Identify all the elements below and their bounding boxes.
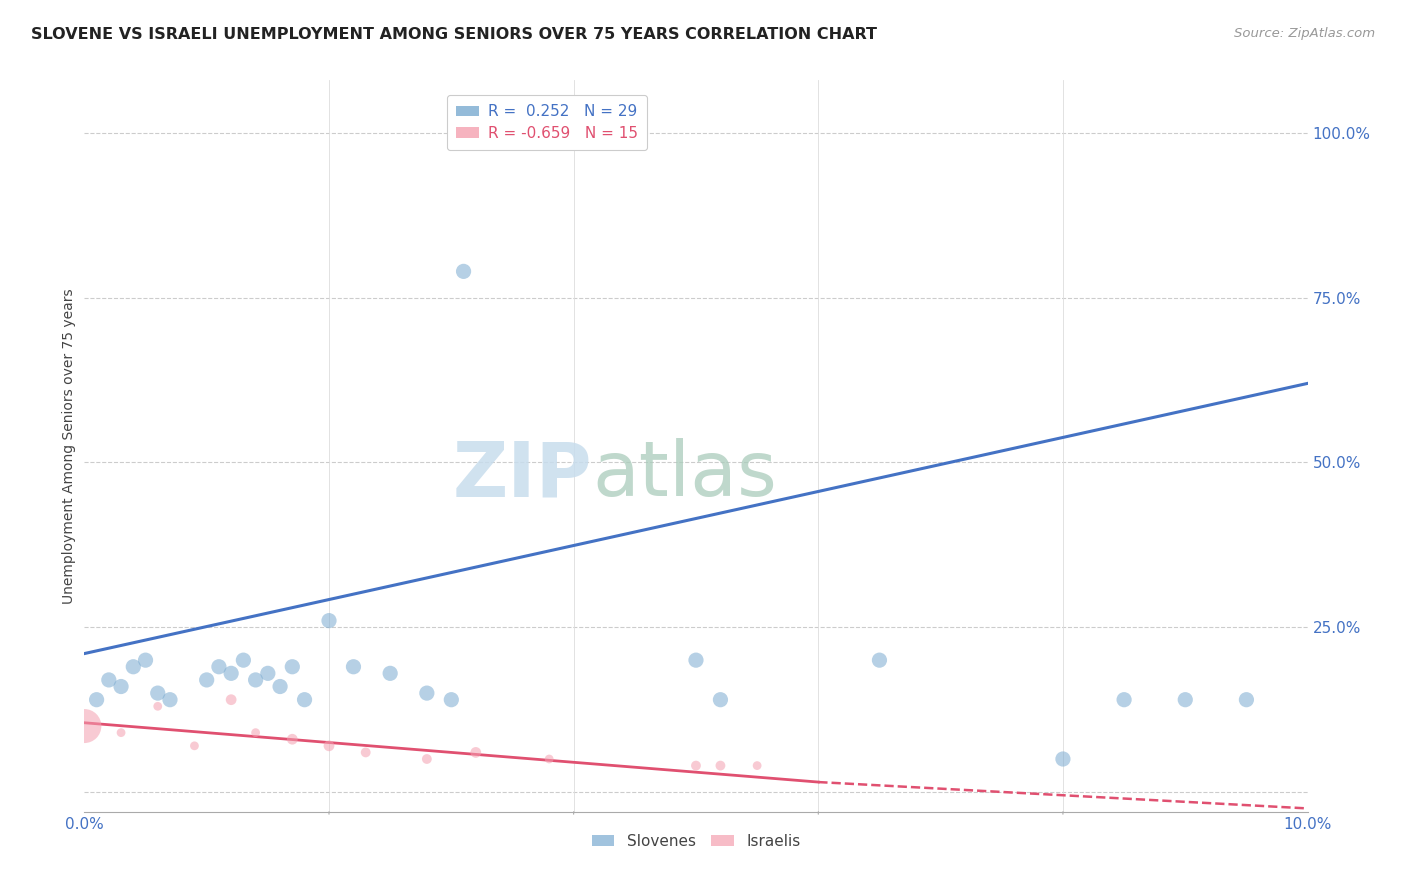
- Point: [86, 692, 108, 706]
- Point: [245, 725, 267, 739]
- Point: [1174, 692, 1197, 706]
- Point: [183, 739, 205, 753]
- Point: [195, 673, 218, 687]
- Point: [245, 673, 267, 687]
- Point: [869, 653, 891, 667]
- Point: [159, 692, 181, 706]
- Point: [1236, 692, 1258, 706]
- Point: [219, 666, 242, 681]
- Point: [135, 653, 157, 667]
- Point: [257, 666, 280, 681]
- Point: [416, 686, 439, 700]
- Point: [538, 752, 561, 766]
- Point: [416, 752, 439, 766]
- Text: atlas: atlas: [592, 438, 778, 512]
- Point: [709, 758, 731, 772]
- Point: [232, 653, 254, 667]
- Point: [440, 692, 463, 706]
- Point: [269, 680, 291, 694]
- Point: [1052, 752, 1074, 766]
- Point: [318, 614, 340, 628]
- Point: [208, 659, 231, 673]
- Point: [380, 666, 402, 681]
- Point: [685, 758, 707, 772]
- Point: [146, 699, 169, 714]
- Legend: Slovenes, Israelis: Slovenes, Israelis: [585, 828, 807, 855]
- Y-axis label: Unemployment Among Seniors over 75 years: Unemployment Among Seniors over 75 years: [62, 288, 76, 604]
- Point: [146, 686, 169, 700]
- Point: [281, 659, 304, 673]
- Point: [747, 758, 769, 772]
- Point: [685, 653, 707, 667]
- Point: [97, 673, 120, 687]
- Point: [73, 719, 96, 733]
- Point: [453, 264, 475, 278]
- Point: [110, 725, 132, 739]
- Point: [122, 659, 145, 673]
- Point: [281, 732, 304, 747]
- Text: SLOVENE VS ISRAELI UNEMPLOYMENT AMONG SENIORS OVER 75 YEARS CORRELATION CHART: SLOVENE VS ISRAELI UNEMPLOYMENT AMONG SE…: [31, 27, 877, 42]
- Text: ZIP: ZIP: [453, 438, 592, 512]
- Point: [294, 692, 316, 706]
- Text: Source: ZipAtlas.com: Source: ZipAtlas.com: [1234, 27, 1375, 40]
- Point: [219, 692, 242, 706]
- Point: [318, 739, 340, 753]
- Point: [464, 746, 486, 760]
- Point: [709, 692, 731, 706]
- Point: [342, 659, 364, 673]
- Point: [110, 680, 132, 694]
- Point: [354, 746, 377, 760]
- Point: [1114, 692, 1136, 706]
